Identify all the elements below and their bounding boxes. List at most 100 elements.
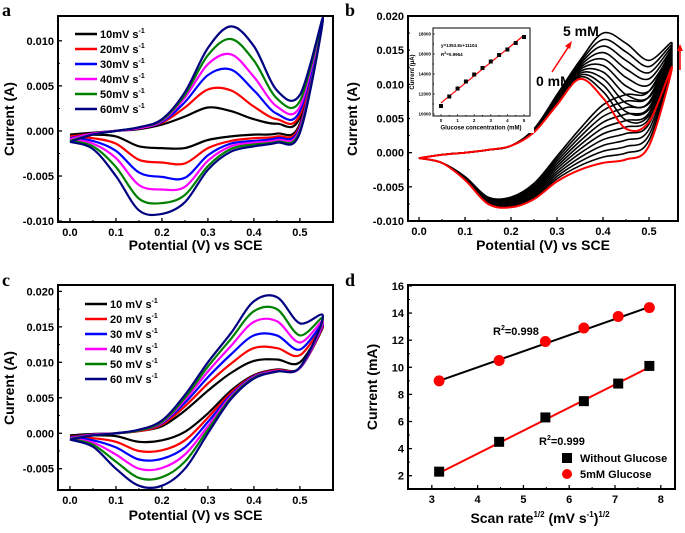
panel-a-legend-text: 10mV s — [100, 29, 139, 41]
panel-d-point-square — [578, 396, 589, 407]
inset-ylabel: Current (µA) — [410, 54, 416, 89]
panel-c-xlabel: Potential (V) vs SCE — [129, 507, 263, 523]
panel-b-red-arrow-right-head — [677, 44, 683, 51]
panel-a-frame — [57, 15, 334, 223]
panel-d-point-circle — [539, 336, 551, 348]
panel-d-xtick-label: 5 — [520, 494, 526, 506]
inset-ytick-label: 10000 — [418, 112, 431, 117]
panel-c-legend-text: 30 mV s — [110, 329, 152, 341]
panel-a-legend-text: 60mV s — [100, 104, 139, 116]
panel-a-xtick-label: 0.1 — [108, 227, 123, 239]
panel-c-ytick-label: 0.010 — [26, 357, 54, 369]
panel-d-legend-label: 5mM Glucose — [580, 469, 652, 481]
panel-d-point-square — [434, 466, 445, 477]
panel-c-legend-sup: -1 — [152, 358, 158, 365]
inset-point — [488, 59, 493, 64]
panel-b-xtick-label: 0.0 — [411, 226, 426, 238]
panel-c-legend-text: 60 mV s — [110, 374, 152, 386]
panel-a-legend-text: 30mV s — [100, 59, 139, 71]
panel-label-d: d — [345, 270, 355, 290]
panel-b-xlabel: Potential (V) vs SCE — [476, 237, 610, 253]
panel-c-ytick-label: 0.015 — [26, 322, 54, 334]
panel-c-xtick-label: 0.5 — [292, 495, 307, 507]
inset-xtick-label: 3 — [490, 118, 493, 123]
panel-a-legend-sup: -1 — [139, 73, 145, 80]
inset-point — [438, 104, 443, 108]
panel-a-legend-text: 50mV s — [100, 89, 139, 101]
panel-a-ytick-label: 0.005 — [26, 81, 54, 93]
panel-label-a: a — [2, 0, 11, 20]
panel-c-legend-sup: -1 — [152, 328, 158, 335]
inset-point — [455, 86, 460, 91]
inset-point — [472, 72, 477, 77]
panel-a-legend-sup: -1 — [139, 28, 145, 35]
inset-point — [522, 35, 527, 39]
panel-d-xtick-label: 3 — [429, 494, 435, 506]
panel-a-legend-sup: -1 — [139, 88, 145, 95]
panel-c-cv-curve — [69, 294, 325, 489]
panel-c-legend-sup: -1 — [152, 373, 158, 380]
panel-d-ytick-label: 12 — [392, 335, 404, 347]
panel-d-ytick-label: 6 — [398, 416, 404, 428]
panel-c-ytick-label: 0.005 — [26, 393, 54, 405]
panel-d-ytick-label: 16 — [392, 281, 404, 293]
panel-c-frame — [57, 284, 334, 491]
panel-a-xlabel: Potential (V) vs SCE — [129, 237, 263, 253]
panel-c-legend-sup: -1 — [152, 343, 158, 350]
panel-a-legend-label: 30mV s-1 — [100, 58, 145, 71]
panel-a-xtick-label: 0.0 — [62, 227, 77, 239]
panel-c-legend-label: 40 mV s-1 — [110, 343, 158, 356]
inset-xlabel: Glucose concentration (mM) — [440, 126, 521, 132]
panel-d-ytick-label: 8 — [398, 389, 404, 401]
inset-frame — [432, 27, 531, 117]
panel-b-ylabel: Current (A) — [344, 82, 360, 156]
inset-ytick-label: 14000 — [418, 72, 431, 77]
panel-a-legend-sup: -1 — [139, 103, 145, 110]
panel-b-annotation-high: 5 mM — [563, 23, 599, 39]
panel-a-axes: 0.0 0.1 0.2 0.3 0.4 0.5 -0.010 -0.005 0.000 0.005… — [23, 36, 308, 239]
panel-d-point-circle — [493, 355, 505, 367]
panel-b-red-arrow-shaft — [551, 45, 570, 73]
panel-c-legend-label: 30 mV s-1 — [110, 328, 158, 341]
panel-d-xtick-label: 6 — [566, 494, 572, 506]
panel-a-ytick-label: -0.010 — [23, 216, 54, 228]
panel-a-legend-text: 20mV s — [100, 44, 139, 56]
panel-d-legend-label: Without Glucose — [580, 453, 667, 465]
panel-c-legend-label: 50 mV s-1 — [110, 358, 158, 371]
panel-a-xtick-label: 0.2 — [154, 227, 169, 239]
panel-a-ytick-label: -0.005 — [23, 171, 54, 183]
panel-b-ytick-label: 0.010 — [376, 79, 404, 91]
panel-c-xtick-label: 0.1 — [108, 495, 123, 507]
inset-equation: y=1353.8x+11104 — [441, 43, 478, 48]
panel-c-legend-sup: -1 — [152, 313, 158, 320]
panel-d-r2-label: R2=0.998 — [493, 325, 539, 338]
panel-c-legend-text: 50 mV s — [110, 359, 152, 371]
inset-point — [480, 66, 485, 70]
panel-c-xtick-label: 0.2 — [154, 495, 169, 507]
panel-b-ytick-label: 0.015 — [376, 45, 404, 57]
panel-d-xtick-label: 8 — [658, 494, 664, 506]
panel-b-ytick-label: -0.005 — [373, 182, 404, 194]
inset-point — [463, 79, 468, 84]
panel-c-xtick-label: 0.3 — [200, 495, 215, 507]
panel-d-frame — [407, 284, 676, 490]
panel-d-point-circle — [433, 375, 445, 387]
panel-d-axes: 3 4 5 6 7 8 2 4 6 8 10 12 14 16 — [392, 281, 664, 506]
panel-a-ylabel: Current (A) — [1, 82, 17, 156]
panel-d-ytick-label: 4 — [398, 444, 405, 456]
panel-a-xtick-label: 0.5 — [292, 227, 307, 239]
panel-b-ytick-label: 0.020 — [376, 11, 404, 23]
panel-a-legend-sup: -1 — [139, 58, 145, 65]
panel-b-xtick-label: 0.1 — [457, 226, 472, 238]
inset-xtick-label: 4 — [506, 118, 509, 123]
panel-a-ytick-label: 0.010 — [26, 36, 54, 48]
panel-c-legend-label: 10 mV s-1 — [110, 298, 158, 311]
panel-d-point-square — [494, 436, 505, 447]
panel-c-ytick-label: 0.000 — [26, 428, 54, 440]
panel-b-frame — [407, 15, 679, 222]
panel-c-ytick-label: -0.005 — [23, 464, 54, 476]
panel-c-ytick-label: 0.020 — [26, 286, 54, 298]
panel-d-legend-circle — [562, 469, 572, 479]
panel-b-ytick-label: 0.005 — [376, 114, 404, 126]
inset-xtick-label: 1 — [456, 118, 459, 123]
